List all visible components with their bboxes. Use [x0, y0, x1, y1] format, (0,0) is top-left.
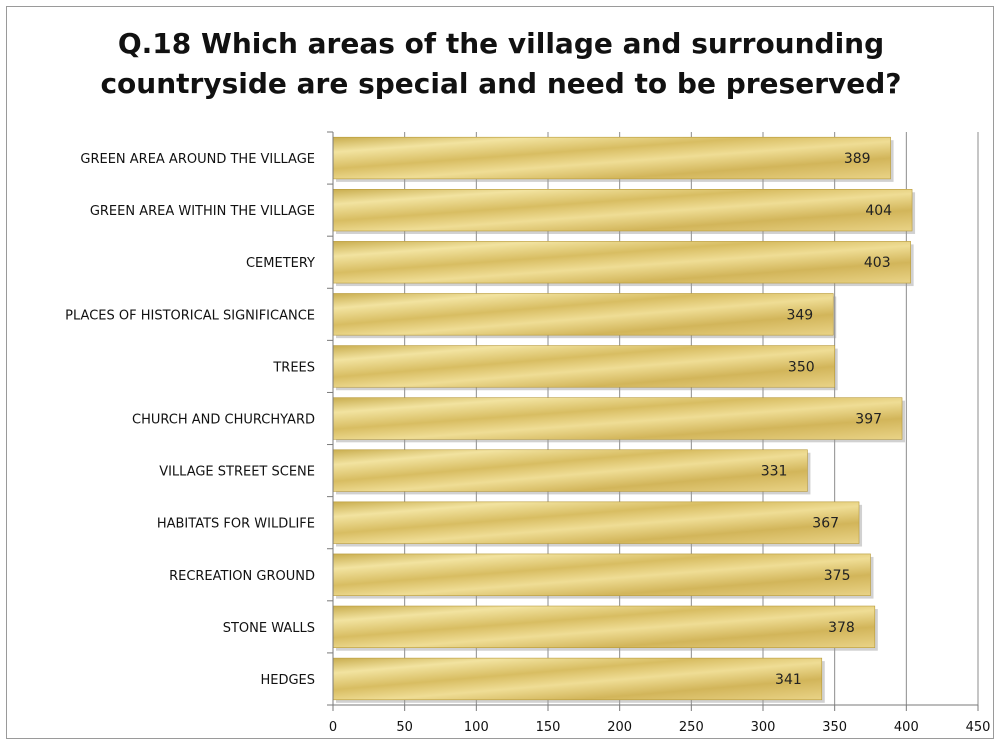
- value-label: 397: [855, 412, 882, 428]
- bar: [332, 657, 823, 701]
- category-label: GREEN AREA WITHIN THE VILLAGE: [90, 204, 315, 219]
- value-label: 367: [812, 516, 839, 532]
- chart-title: Q.18 Which areas of the village and surr…: [0, 24, 1002, 104]
- bar: [332, 189, 913, 232]
- x-tick-label: 50: [396, 720, 413, 735]
- bars: [332, 136, 916, 703]
- value-label: 349: [786, 307, 813, 323]
- value-label: 378: [828, 620, 855, 636]
- bar: [332, 241, 911, 284]
- bar: [332, 449, 808, 492]
- value-label: 350: [788, 359, 815, 375]
- value-label: 341: [775, 672, 802, 688]
- category-label: HEDGES: [260, 673, 315, 688]
- bar: [332, 553, 871, 596]
- category-label: GREEN AREA AROUND THE VILLAGE: [80, 152, 315, 167]
- value-label: 331: [761, 464, 788, 480]
- bar: [332, 397, 903, 440]
- category-label: PLACES OF HISTORICAL SIGNIFICANCE: [65, 308, 315, 323]
- x-tick-label: 0: [329, 720, 337, 735]
- x-tick-label: 250: [679, 720, 704, 735]
- axes: [327, 131, 979, 711]
- value-label: 389: [844, 151, 871, 167]
- bar: [332, 345, 835, 388]
- value-label: 404: [865, 203, 892, 219]
- chart-title-line-1: Q.18 Which areas of the village and surr…: [117, 27, 885, 60]
- category-label: STONE WALLS: [223, 621, 315, 636]
- category-label: CEMETERY: [246, 256, 315, 271]
- x-tick-label: 400: [894, 720, 919, 735]
- x-tick-label: 100: [464, 720, 489, 735]
- x-tick-label: 150: [536, 720, 561, 735]
- chart-title-line-2: countryside are special and need to be p…: [100, 67, 902, 100]
- value-label: 403: [864, 255, 891, 271]
- x-tick-label: 350: [822, 720, 847, 735]
- x-tick-label: 300: [751, 720, 776, 735]
- value-label: 375: [824, 568, 851, 584]
- x-tick-label: 450: [966, 720, 991, 735]
- labels: 0 50 100 150 200 250 300 350 400 450 GREEN AREA AR…: [65, 151, 990, 735]
- category-label: VILLAGE STREET SCENE: [159, 465, 315, 480]
- bar: [332, 293, 834, 336]
- x-tick-label: 200: [607, 720, 632, 735]
- category-label: HABITATS FOR WILDLIFE: [157, 517, 315, 532]
- category-label: RECREATION GROUND: [169, 569, 315, 584]
- category-label: TREES: [272, 360, 315, 375]
- bar: [332, 501, 860, 544]
- bar: [332, 605, 876, 649]
- bar: [332, 136, 891, 180]
- category-label: CHURCH AND CHURCHYARD: [132, 413, 315, 428]
